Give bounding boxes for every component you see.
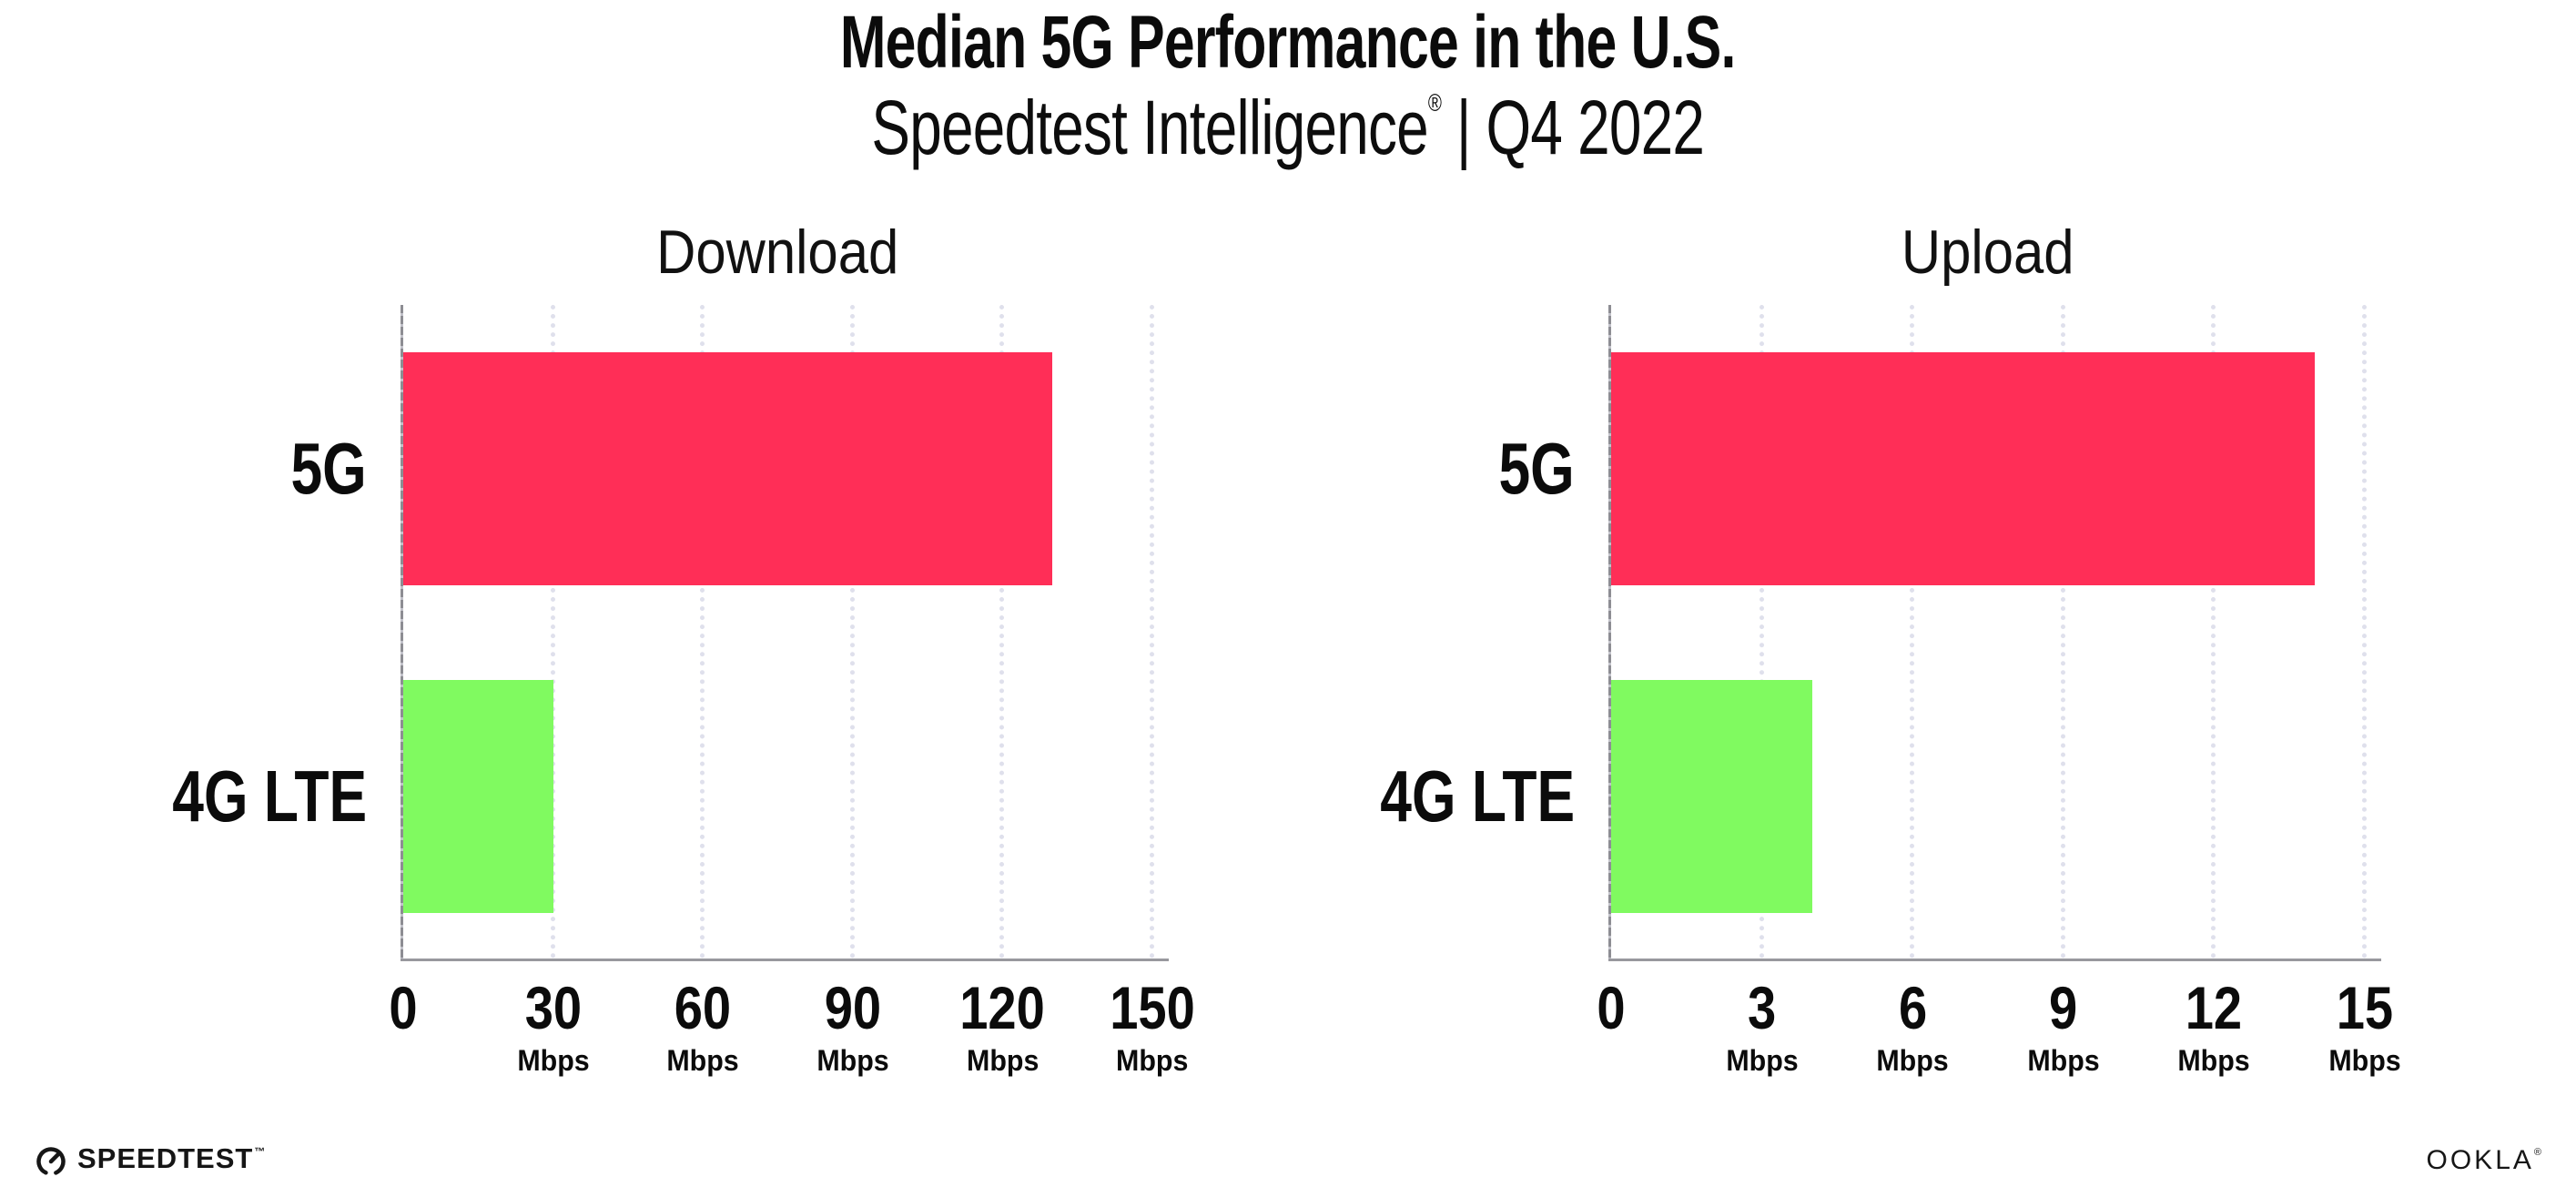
gridline <box>1759 305 1764 959</box>
x-tick-0: 0 <box>1597 974 1626 1041</box>
plot-area-download <box>403 305 1154 959</box>
bar-4g-lte <box>1611 680 1812 913</box>
x-tick-120: 120 Mbps <box>959 974 1046 1077</box>
x-tick-12: 12 Mbps <box>2177 974 2251 1077</box>
gridline <box>2211 305 2216 959</box>
registered-mark: ® <box>2533 1147 2541 1158</box>
chart-title-download: Download <box>656 218 899 287</box>
y-axis-line <box>401 305 403 961</box>
category-label-4g-lte: 4G LTE <box>172 756 367 837</box>
y-axis-line <box>1608 305 1611 961</box>
ookla-wordmark: OOKLA <box>2426 1145 2534 1175</box>
category-label-5g: 5G <box>1498 428 1575 509</box>
subtitle-period: Q4 2022 <box>1486 85 1705 170</box>
registered-mark: ® <box>1428 89 1442 117</box>
x-tick-150: 150 Mbps <box>1110 974 1195 1077</box>
ookla-logo: OOKLA ® <box>2427 1146 2541 1175</box>
gridline <box>2362 305 2367 959</box>
gridline <box>550 305 555 959</box>
gridline <box>1150 305 1154 959</box>
x-tick-0: 0 <box>389 974 418 1041</box>
category-label-5g: 5G <box>290 428 367 509</box>
page-subtitle: Speedtest Intelligence® | Q4 2022 <box>0 87 2576 167</box>
speedtest-logo: SPEEDTEST ™ <box>35 1143 265 1178</box>
x-tick-9: 9 Mbps <box>2027 974 2100 1077</box>
x-tick-60: 60 Mbps <box>666 974 739 1077</box>
x-tick-15: 15 Mbps <box>2328 974 2401 1077</box>
page-title: Median 5G Performance in the U.S. <box>840 1 1737 84</box>
gridline <box>849 305 855 959</box>
subtitle-separator: | <box>1456 85 1472 170</box>
header: Median 5G Performance in the U.S. <box>0 5 2576 80</box>
x-tick-90: 90 Mbps <box>816 974 889 1077</box>
gridline <box>999 305 1005 959</box>
bar-5g <box>1611 352 2315 585</box>
gridline <box>700 305 705 959</box>
x-tick-3: 3 Mbps <box>1725 974 1799 1077</box>
bar-4g-lte <box>403 680 553 913</box>
footer: SPEEDTEST ™ OOKLA ® <box>35 1141 2541 1181</box>
category-label-4g-lte: 4G LTE <box>1380 756 1575 837</box>
subtitle-product: Speedtest Intelligence <box>871 85 1429 170</box>
x-tick-6: 6 Mbps <box>1876 974 1949 1077</box>
x-axis-line <box>1608 959 2381 961</box>
x-tick-30: 30 Mbps <box>516 974 590 1077</box>
plot-area-upload <box>1611 305 2367 959</box>
speedtest-wordmark: SPEEDTEST <box>77 1142 254 1174</box>
chart-title-upload: Upload <box>1902 218 2074 287</box>
x-axis-line <box>401 959 1169 961</box>
trademark-mark: ™ <box>254 1145 266 1158</box>
gridline <box>2060 305 2065 959</box>
speedtest-gauge-icon <box>36 1147 66 1176</box>
gridline <box>1910 305 1915 959</box>
x-axis-ticks: 0 30 Mbps 60 Mbps 90 Mbps 120 Mbps 150 Mbps <box>389 974 1194 1096</box>
x-axis-ticks: 0 3 Mbps 6 Mbps 9 Mbps 12 Mbps 15 Mbps <box>1597 974 2400 1096</box>
bar-5g <box>403 352 1053 585</box>
